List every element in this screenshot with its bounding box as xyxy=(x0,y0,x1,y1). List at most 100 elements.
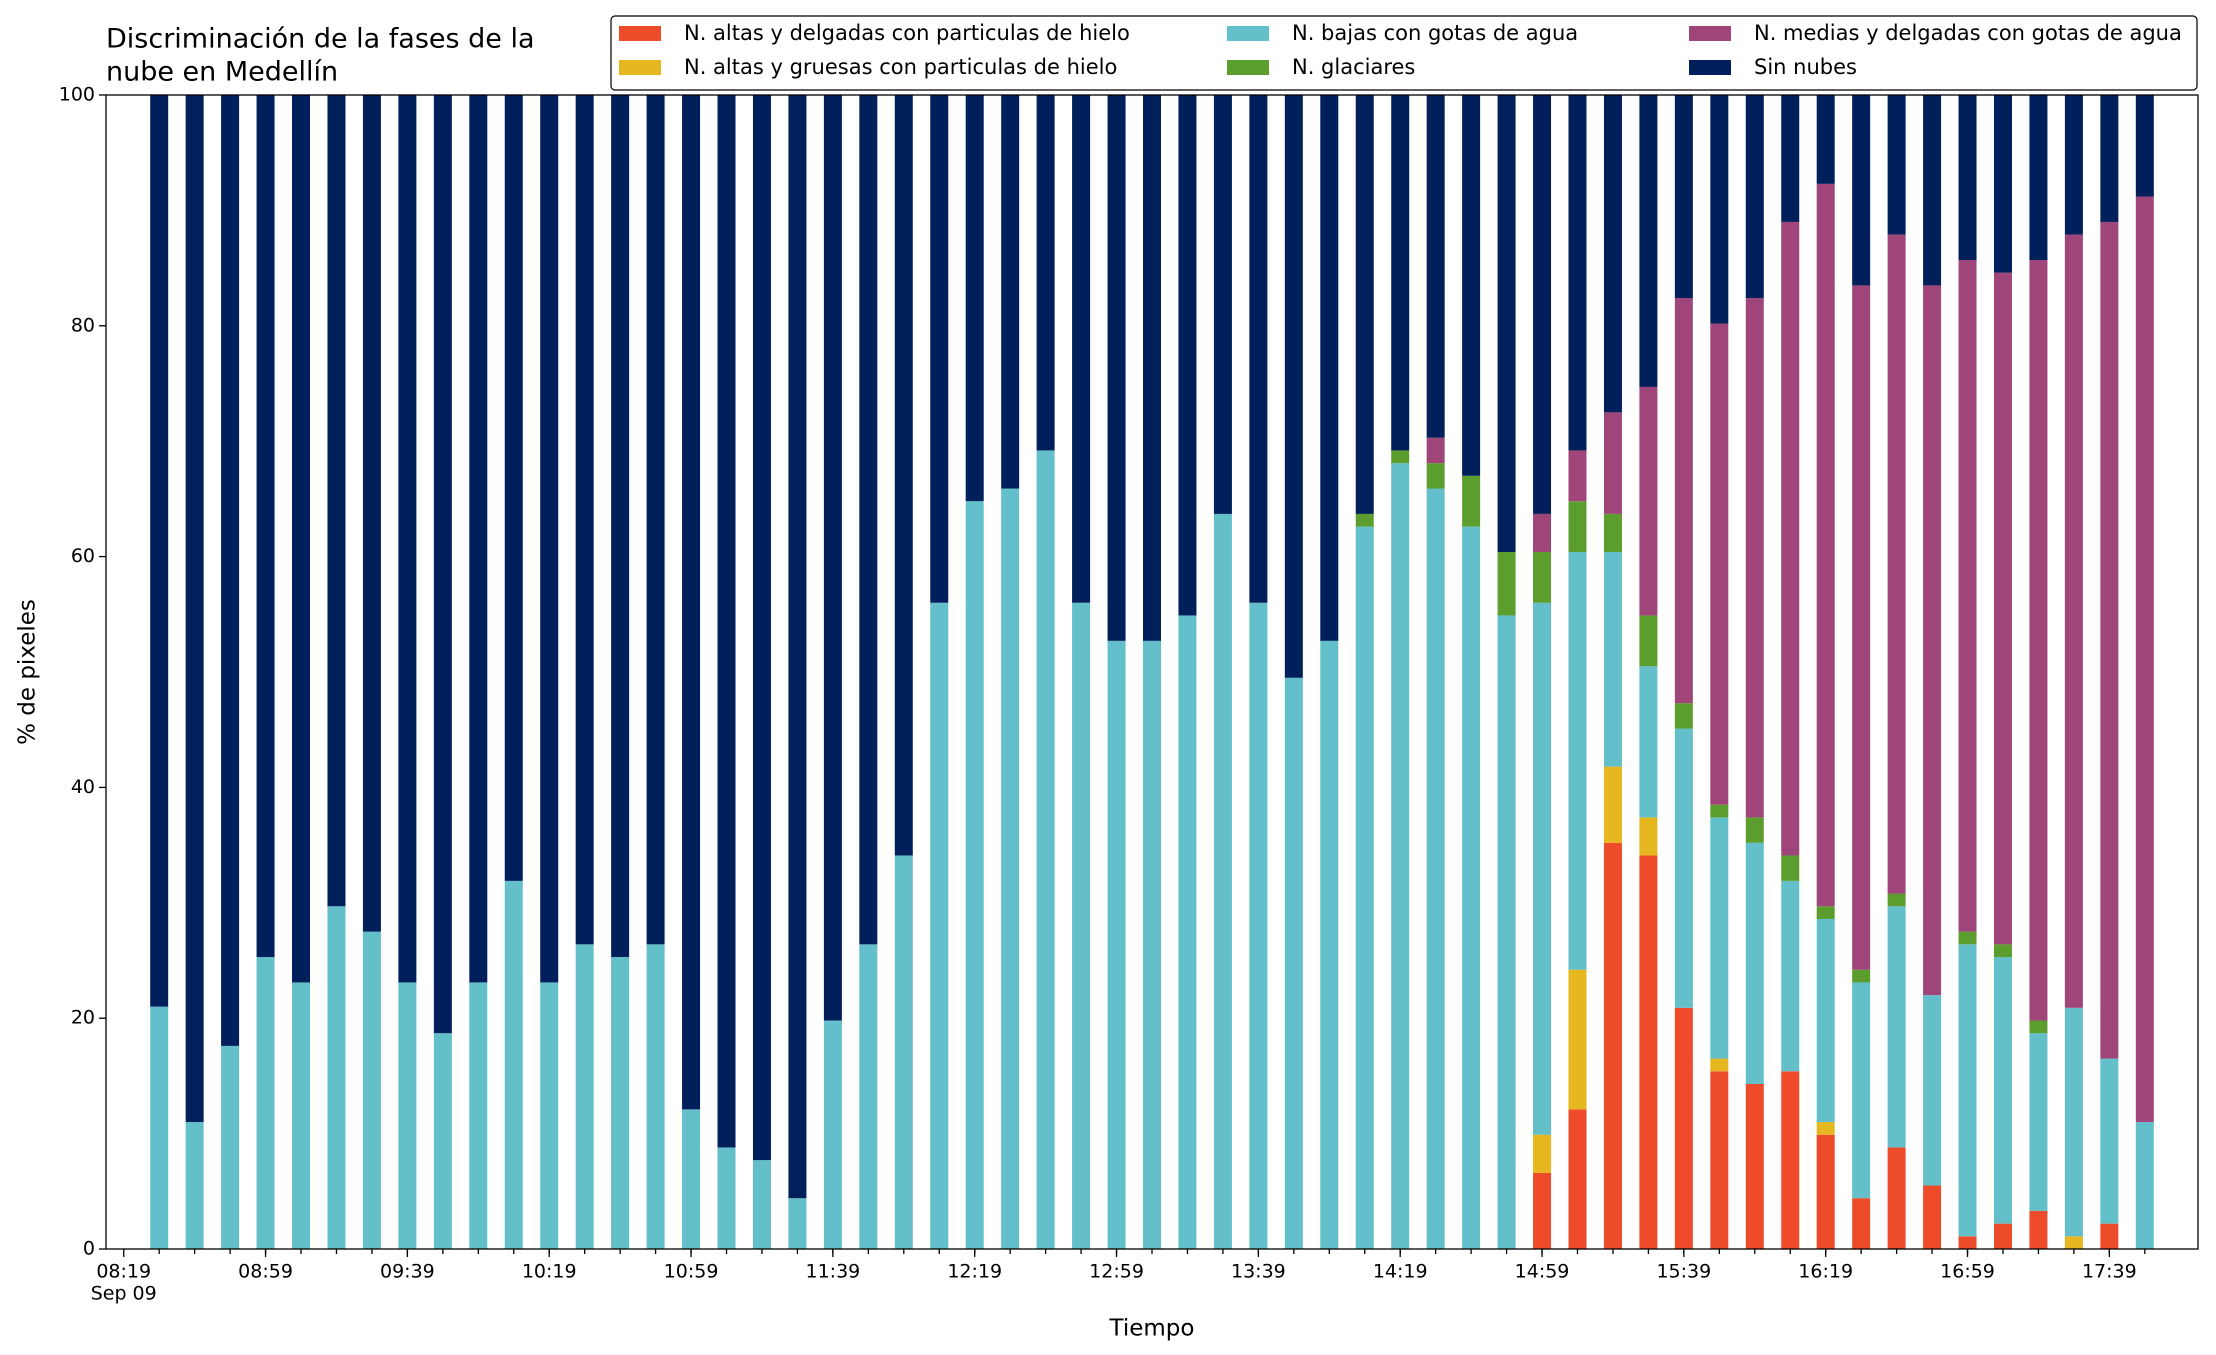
bar-segment xyxy=(1958,260,1977,932)
legend-label: N. medias y delgadas con gotas de agua xyxy=(1754,21,2182,45)
y-tick-label: 80 xyxy=(71,314,95,336)
y-tick-label: 40 xyxy=(71,776,95,798)
bar-segment xyxy=(540,982,559,1249)
bar-segment xyxy=(1603,766,1622,843)
bar-segment xyxy=(965,95,984,502)
y-axis-label: % de pixeles xyxy=(15,599,41,745)
legend-label: N. glaciares xyxy=(1292,55,1415,79)
bar-segment xyxy=(1710,95,1729,324)
bar-segment xyxy=(2029,1210,2048,1249)
bar-segment xyxy=(2135,196,2154,1123)
bar-segment xyxy=(221,1045,240,1249)
bar-segment xyxy=(1781,880,1800,1072)
bar-segment xyxy=(1533,513,1552,552)
bar-segment xyxy=(1213,95,1232,514)
bar-segment xyxy=(398,982,417,1249)
bar-segment xyxy=(1887,95,1906,235)
bar-segment xyxy=(1497,551,1516,616)
bar-segment xyxy=(1213,513,1232,1249)
bar-segment xyxy=(327,95,346,907)
bar-segment xyxy=(682,95,701,1110)
bar-segment xyxy=(2100,1223,2119,1249)
bar-segment xyxy=(2100,95,2119,222)
legend-label: N. bajas con gotas de agua xyxy=(1292,21,1578,45)
legend-swatch xyxy=(1689,26,1731,41)
bar-segment xyxy=(823,1020,842,1249)
bar-segment xyxy=(1568,501,1587,552)
bar-segment xyxy=(2135,1122,2154,1249)
bar-segment xyxy=(1426,437,1445,464)
bar-segment xyxy=(1603,551,1622,767)
bar-segment xyxy=(1355,526,1374,1249)
chart-title: Discriminación de la fases de la xyxy=(106,24,535,55)
legend-swatch xyxy=(1227,60,1269,75)
bar-segment xyxy=(1320,640,1339,1249)
bar-segment xyxy=(1355,95,1374,514)
bar-segment xyxy=(1887,234,1906,894)
x-tick-label: 08:19 xyxy=(96,1261,151,1283)
bar-segment xyxy=(1497,615,1516,1249)
bar-segment xyxy=(823,95,842,1021)
bar-segment xyxy=(1816,1134,1835,1249)
bar-segment xyxy=(1710,1071,1729,1249)
bar-segment xyxy=(2029,260,2048,1021)
bar-segment xyxy=(1958,944,1977,1237)
bar-segment xyxy=(1745,1083,1764,1249)
bar-segment xyxy=(1249,602,1268,1249)
bar-segment xyxy=(1745,298,1764,818)
bar-segment xyxy=(2064,1236,2083,1249)
x-tick-label: 14:19 xyxy=(1373,1261,1428,1283)
bar-segment xyxy=(1993,944,2012,958)
bar-segment xyxy=(1745,95,1764,299)
bar-segment xyxy=(1639,615,1658,667)
bar-segment xyxy=(1639,666,1658,818)
bar-segment xyxy=(2064,1007,2083,1237)
bar-segment xyxy=(1249,95,1268,603)
bar-segment xyxy=(1816,1122,1835,1135)
bar-segment xyxy=(1639,817,1658,856)
legend-box xyxy=(610,15,2198,91)
bar-segment xyxy=(894,855,913,1249)
bar-segment xyxy=(965,501,984,1249)
bar-segment xyxy=(1284,95,1303,678)
y-tick-label: 20 xyxy=(71,1007,95,1029)
bar-segment xyxy=(1781,221,1800,856)
bar-segment xyxy=(1001,95,1020,489)
bar-segment xyxy=(1923,995,1942,1186)
bar-segment xyxy=(504,95,523,881)
bar-segment xyxy=(469,982,488,1249)
bar-segment xyxy=(292,982,311,1249)
x-tick-label: 17:39 xyxy=(2082,1261,2137,1283)
bar-segment xyxy=(1533,551,1552,603)
bar-segment xyxy=(717,1147,736,1249)
legend-swatch xyxy=(619,26,661,41)
bar-segment xyxy=(1993,957,2012,1224)
legend-label: N. altas y gruesas con particulas de hie… xyxy=(684,55,1117,79)
bar-segment xyxy=(1462,526,1481,1249)
bar-segment xyxy=(1072,95,1091,603)
bar-segment xyxy=(1568,1109,1587,1249)
x-tick-label: 11:39 xyxy=(805,1261,860,1283)
bar-segment xyxy=(185,95,204,1123)
bar-segment xyxy=(1710,817,1729,1059)
bar-segment xyxy=(1533,95,1552,514)
bar-segment xyxy=(1603,842,1622,1249)
x-tick-label: 10:59 xyxy=(664,1261,719,1283)
bar-segment xyxy=(646,95,665,945)
bar-segment xyxy=(682,1109,701,1249)
bar-segment xyxy=(859,944,878,1249)
bar-segment xyxy=(1852,969,1871,983)
bar-segment xyxy=(2029,1033,2048,1211)
bar-segment xyxy=(2064,95,2083,235)
bar-segment xyxy=(1958,95,1977,261)
x-tick-label: 08:59 xyxy=(238,1261,293,1283)
bar-segment xyxy=(1816,906,1835,919)
bar-segment xyxy=(752,1160,771,1249)
bar-segment xyxy=(1036,450,1055,1249)
bar-segment xyxy=(1568,551,1587,970)
bar-segment xyxy=(256,957,275,1249)
legend-label: Sin nubes xyxy=(1754,55,1857,79)
legend-swatch xyxy=(1227,26,1269,41)
bar-segment xyxy=(1603,513,1622,552)
